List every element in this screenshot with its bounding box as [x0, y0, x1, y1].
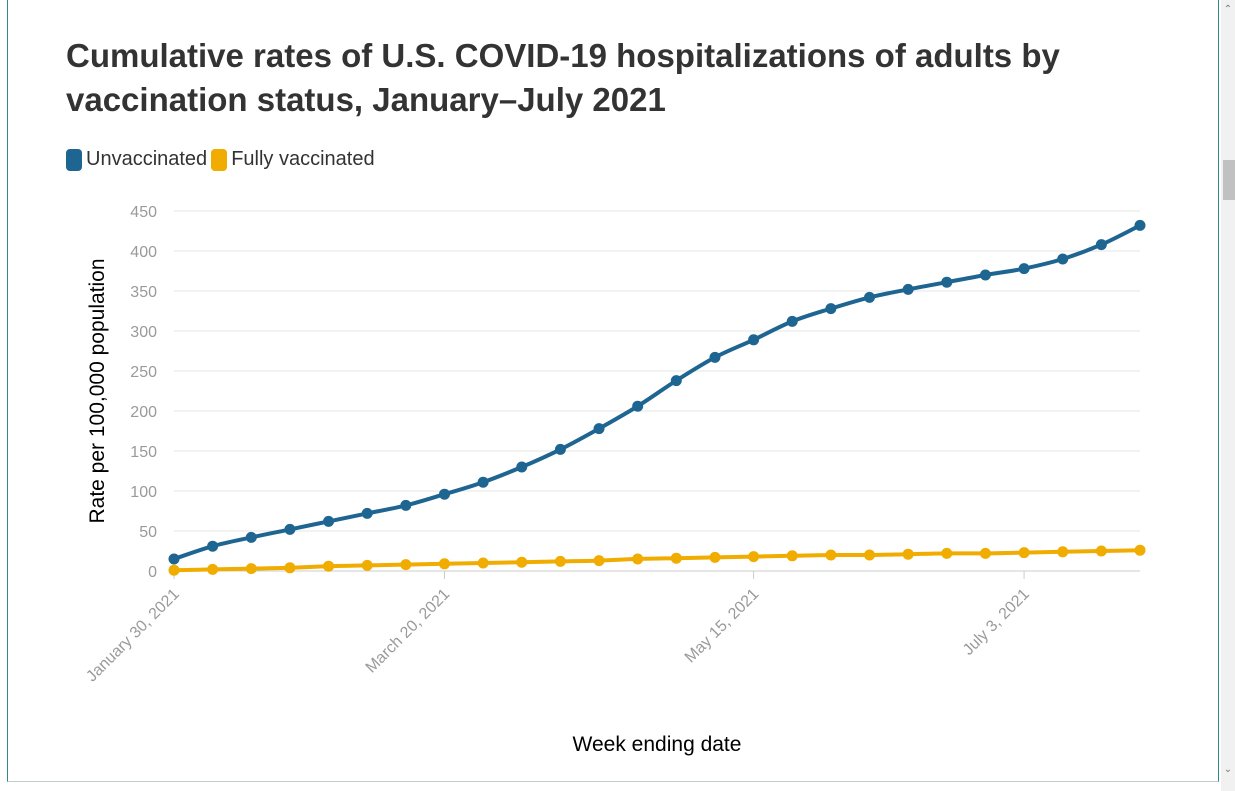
y-tick-label: 100: [130, 484, 157, 501]
data-point-fully-vaccinated[interactable]: [207, 563, 219, 575]
legend-item-unvaccinated[interactable]: Unvaccinated: [66, 148, 207, 171]
y-tick-label: 150: [130, 444, 157, 461]
x-axis: January 30, 2021 March 20, 2021 May 15, 20…: [83, 570, 1140, 686]
data-point-fully-vaccinated[interactable]: [709, 551, 721, 563]
series-line-unvaccinated: [173, 223, 1141, 561]
legend: Unvaccinated Fully vaccinated: [66, 148, 379, 171]
legend-label-fully-vaccinated: Fully vaccinated: [231, 148, 375, 170]
data-point-unvaccinated[interactable]: [709, 351, 721, 363]
data-point-unvaccinated[interactable]: [941, 276, 953, 288]
data-point-unvaccinated[interactable]: [1134, 219, 1146, 231]
data-point-fully-vaccinated[interactable]: [168, 564, 180, 576]
chart-title: Cumulative rates of U.S. COVID-19 hospit…: [66, 37, 1060, 118]
data-point-unvaccinated[interactable]: [516, 461, 528, 473]
gridlines: [174, 210, 1140, 572]
x-tick-label: July 3, 2021: [960, 586, 1033, 659]
scroll-up-icon[interactable]: ⌃: [1223, 4, 1233, 15]
y-tick-label: 0: [148, 564, 157, 581]
legend-swatch-unvaccinated: [66, 148, 82, 171]
data-point-fully-vaccinated[interactable]: [864, 549, 876, 561]
data-point-unvaccinated[interactable]: [554, 443, 566, 455]
data-point-unvaccinated[interactable]: [1018, 263, 1030, 275]
data-point-fully-vaccinated[interactable]: [979, 547, 991, 559]
x-tick-label: May 15, 2021: [682, 586, 763, 667]
data-point-fully-vaccinated[interactable]: [477, 557, 489, 569]
series-line-fully-vaccinated: [173, 548, 1141, 573]
y-tick-label: 350: [130, 284, 157, 301]
data-point-fully-vaccinated[interactable]: [825, 549, 837, 561]
data-point-fully-vaccinated[interactable]: [1057, 546, 1069, 558]
series: [168, 219, 1146, 576]
data-point-fully-vaccinated[interactable]: [670, 552, 682, 564]
data-point-unvaccinated[interactable]: [438, 488, 450, 500]
data-point-fully-vaccinated[interactable]: [400, 559, 412, 571]
y-axis: 0 50 100 150 200 250 300 350 400 450: [130, 204, 157, 581]
data-point-unvaccinated[interactable]: [979, 269, 991, 281]
data-point-unvaccinated[interactable]: [864, 291, 876, 303]
x-tick-label: January 30, 2021: [83, 586, 183, 686]
legend-swatch-fully-vaccinated: [211, 148, 228, 171]
data-point-unvaccinated[interactable]: [361, 507, 373, 519]
data-point-unvaccinated[interactable]: [168, 553, 180, 565]
data-point-unvaccinated[interactable]: [632, 400, 644, 412]
data-point-fully-vaccinated[interactable]: [361, 559, 373, 571]
data-point-unvaccinated[interactable]: [670, 375, 682, 387]
y-tick-label: 300: [130, 324, 157, 341]
data-point-fully-vaccinated[interactable]: [1018, 547, 1030, 559]
legend-item-fully-vaccinated[interactable]: Fully vaccinated: [211, 148, 375, 171]
x-tick-label: March 20, 2021: [363, 586, 454, 677]
data-point-unvaccinated[interactable]: [477, 476, 489, 488]
scroll-down-icon[interactable]: ⌄: [1223, 764, 1233, 775]
data-point-unvaccinated[interactable]: [245, 531, 257, 543]
chart-frame: [7, 0, 1219, 782]
y-tick-label: 200: [130, 404, 157, 421]
data-point-fully-vaccinated[interactable]: [516, 556, 528, 568]
y-tick-label: 50: [139, 524, 157, 541]
data-point-fully-vaccinated[interactable]: [786, 550, 798, 562]
data-point-fully-vaccinated[interactable]: [1095, 545, 1107, 557]
y-tick-label: 400: [130, 244, 157, 261]
data-point-fully-vaccinated[interactable]: [593, 555, 605, 567]
vertical-scrollbar[interactable]: ⌃ ⌄: [1221, 0, 1235, 791]
data-point-fully-vaccinated[interactable]: [748, 551, 760, 563]
data-point-unvaccinated[interactable]: [1095, 239, 1107, 251]
data-point-fully-vaccinated[interactable]: [554, 555, 566, 567]
data-point-unvaccinated[interactable]: [1057, 253, 1069, 265]
data-point-unvaccinated[interactable]: [593, 423, 605, 435]
data-point-fully-vaccinated[interactable]: [941, 547, 953, 559]
data-point-fully-vaccinated[interactable]: [1134, 544, 1146, 556]
scroll-thumb[interactable]: [1223, 160, 1235, 200]
data-point-fully-vaccinated[interactable]: [245, 563, 257, 575]
y-tick-label: 250: [130, 364, 157, 381]
legend-label-unvaccinated: Unvaccinated: [86, 148, 208, 170]
data-point-unvaccinated[interactable]: [207, 540, 219, 552]
data-point-unvaccinated[interactable]: [323, 515, 335, 527]
x-axis-title: Week ending date: [573, 733, 742, 756]
data-point-unvaccinated[interactable]: [786, 315, 798, 327]
data-point-fully-vaccinated[interactable]: [323, 560, 335, 572]
y-axis-title: Rate per 100,000 population: [86, 258, 109, 523]
data-point-unvaccinated[interactable]: [902, 283, 914, 295]
data-point-unvaccinated[interactable]: [825, 303, 837, 315]
data-point-fully-vaccinated[interactable]: [632, 553, 644, 565]
data-point-unvaccinated[interactable]: [284, 523, 296, 535]
data-point-unvaccinated[interactable]: [400, 499, 412, 511]
data-point-fully-vaccinated[interactable]: [438, 558, 450, 570]
data-point-unvaccinated[interactable]: [748, 334, 760, 346]
data-point-fully-vaccinated[interactable]: [284, 562, 296, 574]
y-tick-label: 450: [130, 204, 157, 221]
data-point-fully-vaccinated[interactable]: [902, 548, 914, 560]
